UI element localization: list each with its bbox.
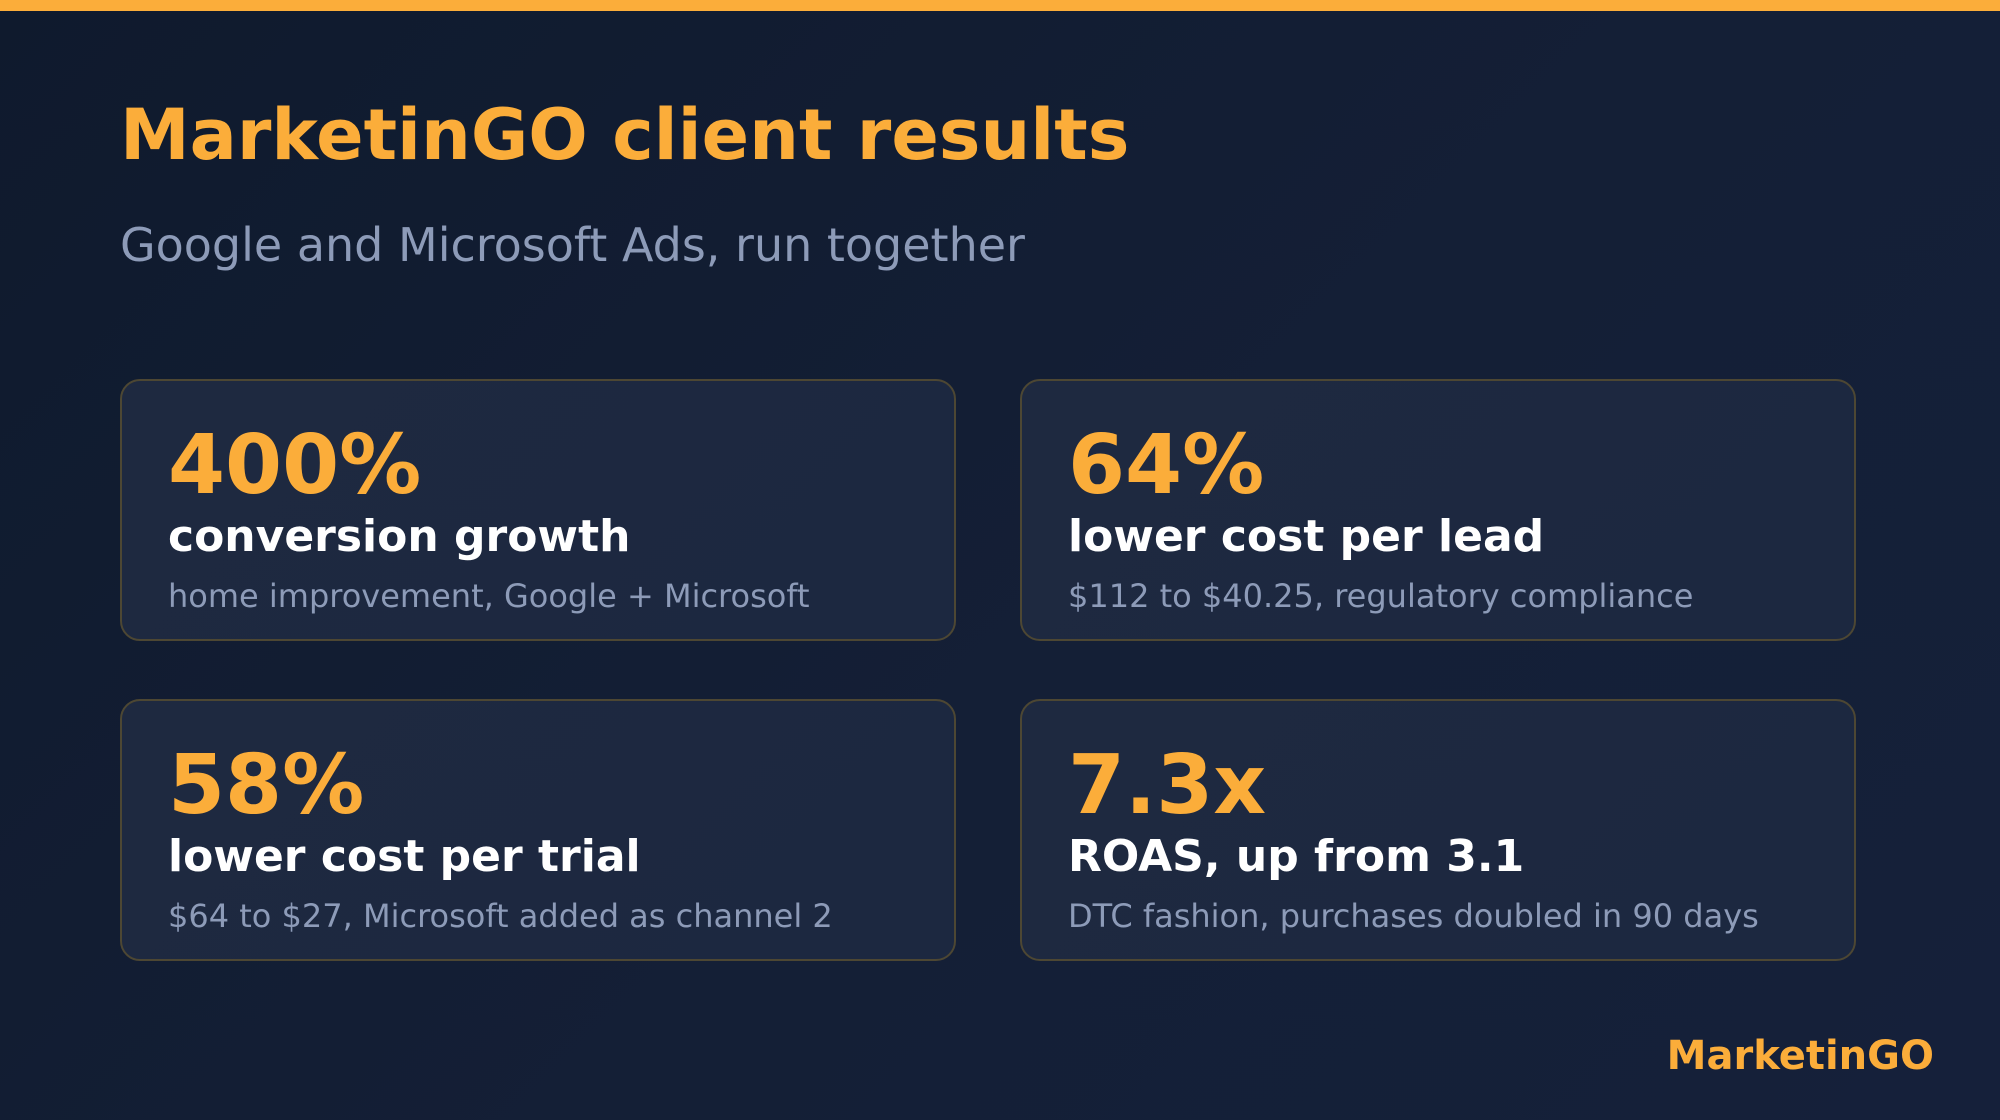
result-card-roas: 7.3x ROAS, up from 3.1 DTC fashion, purc… <box>1020 699 1856 961</box>
brand-wordmark: MarketinGO <box>1666 1033 1934 1079</box>
result-label: conversion growth <box>168 511 631 562</box>
result-detail: home improvement, Google + Microsoft <box>168 577 810 615</box>
result-value: 400% <box>168 418 422 513</box>
result-label: lower cost per trial <box>168 831 641 882</box>
page-subtitle: Google and Microsoft Ads, run together <box>120 218 1025 272</box>
result-card-conversion-growth: 400% conversion growth home improvement,… <box>120 379 956 641</box>
result-card-cost-per-trial: 58% lower cost per trial $64 to $27, Mic… <box>120 699 956 961</box>
result-label: lower cost per lead <box>1068 511 1545 562</box>
result-value: 7.3x <box>1068 738 1267 833</box>
result-detail: DTC fashion, purchases doubled in 90 day… <box>1068 897 1759 935</box>
result-value: 64% <box>1068 418 1265 513</box>
page-title: MarketinGO client results <box>120 94 1130 176</box>
result-detail: $112 to $40.25, regulatory compliance <box>1068 577 1694 615</box>
result-label: ROAS, up from 3.1 <box>1068 831 1525 882</box>
accent-top-bar <box>0 0 2000 11</box>
result-value: 58% <box>168 738 365 833</box>
result-detail: $64 to $27, Microsoft added as channel 2 <box>168 897 833 935</box>
result-card-cost-per-lead: 64% lower cost per lead $112 to $40.25, … <box>1020 379 1856 641</box>
